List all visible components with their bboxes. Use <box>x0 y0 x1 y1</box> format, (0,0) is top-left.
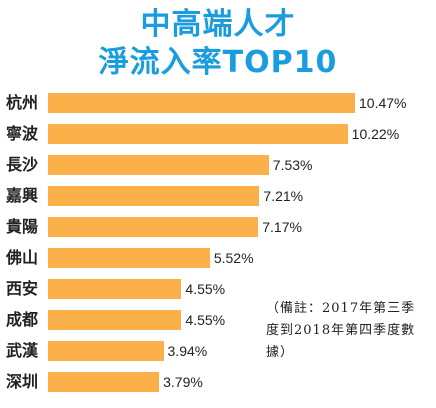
category-label: 寧波 <box>6 124 39 143</box>
category-label: 西安 <box>6 279 39 298</box>
chart-title-line1: 中高端人才 <box>140 7 296 42</box>
bar <box>48 372 160 392</box>
value-label: 3.79% <box>163 374 203 390</box>
category-label: 長沙 <box>6 155 39 174</box>
bar <box>48 124 348 144</box>
category-label: 成都 <box>6 310 39 329</box>
bar <box>48 93 355 113</box>
bar <box>48 217 259 237</box>
value-label: 7.53% <box>272 157 313 173</box>
category-label: 深圳 <box>6 372 39 391</box>
category-label: 杭州 <box>6 93 39 112</box>
value-label: 10.22% <box>351 126 400 142</box>
category-label: 嘉興 <box>6 186 39 205</box>
value-label: 3.94% <box>167 343 208 359</box>
value-label: 5.52% <box>213 250 254 266</box>
bar <box>48 279 182 299</box>
bar <box>48 186 260 206</box>
value-label: 7.21% <box>263 188 304 204</box>
chart-note: （備註：2017年第三季度到2018年第四季度數據） <box>266 301 416 360</box>
chart-title-line2: 淨流入率TOP10 <box>98 45 338 80</box>
bar <box>48 310 182 330</box>
value-label: 4.55% <box>185 281 226 297</box>
category-label: 佛山 <box>6 248 39 267</box>
value-label: 10.47% <box>359 95 407 111</box>
bar <box>48 155 269 175</box>
category-label: 貴陽 <box>6 217 39 236</box>
value-label: 7.17% <box>262 219 302 235</box>
bar <box>48 341 164 361</box>
value-label: 4.55% <box>185 312 226 328</box>
bar <box>48 248 210 268</box>
category-label: 武漢 <box>6 341 39 360</box>
